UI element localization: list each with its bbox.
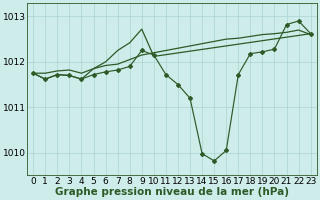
- X-axis label: Graphe pression niveau de la mer (hPa): Graphe pression niveau de la mer (hPa): [55, 187, 289, 197]
